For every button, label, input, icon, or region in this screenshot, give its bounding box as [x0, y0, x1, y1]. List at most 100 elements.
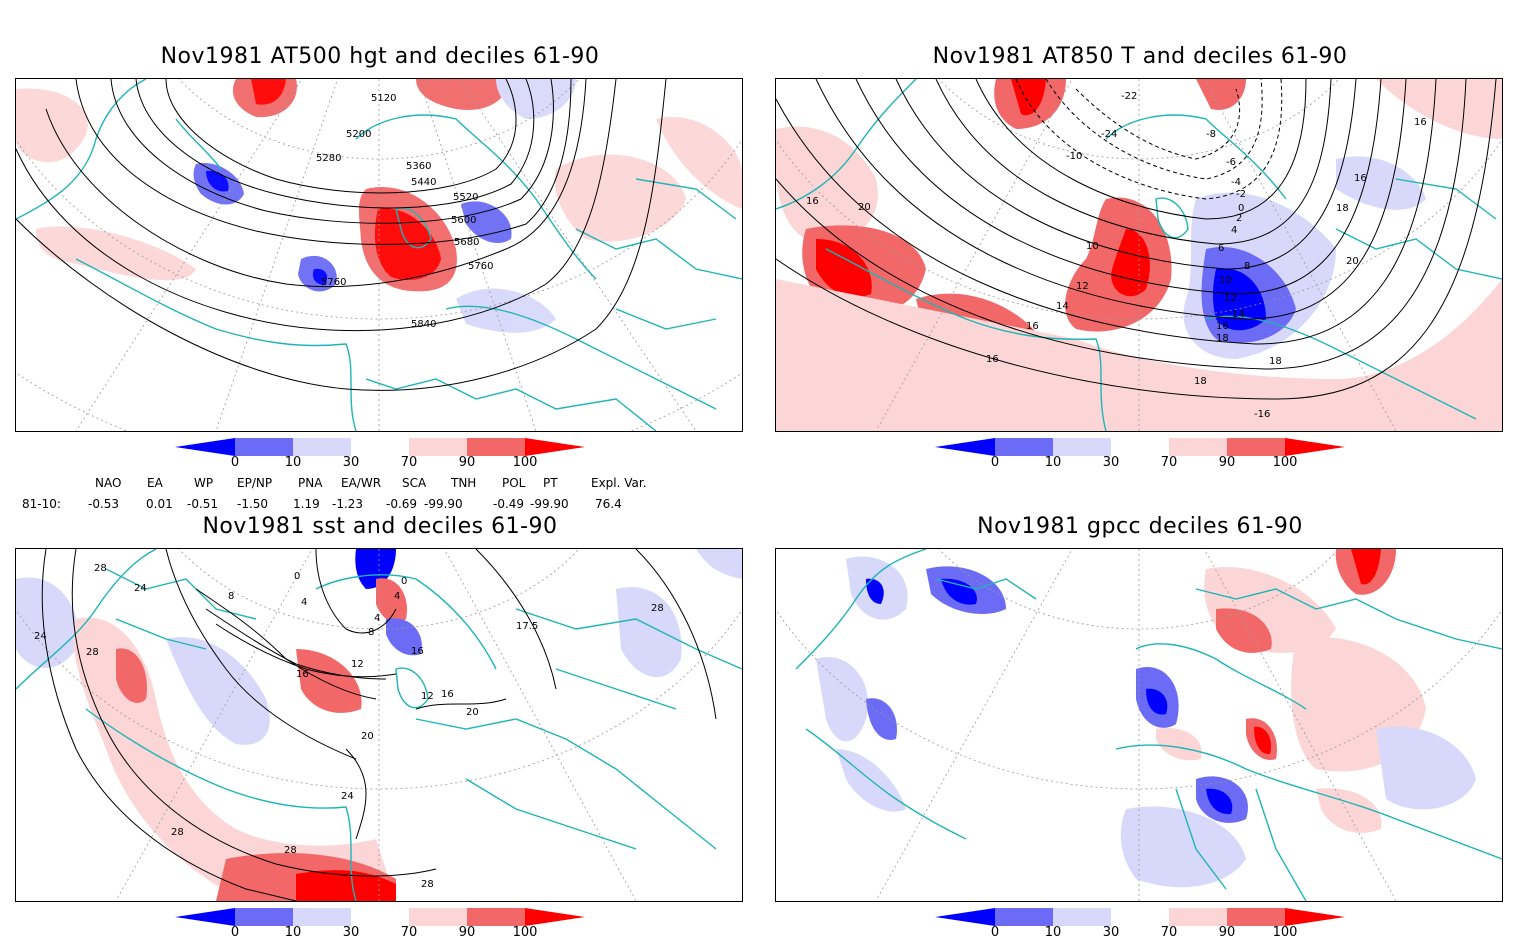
contour-label: 4 [301, 597, 307, 608]
coastlines [776, 79, 1502, 431]
colorbar-swatch [1227, 438, 1285, 456]
colorbar-label: 10 [284, 925, 302, 940]
contour-label: -16 [1254, 409, 1270, 420]
colorbar-swatches [175, 438, 585, 456]
contour-label: 12 [421, 691, 434, 702]
contour-label: 16 [1216, 321, 1229, 332]
contour-label: 12 [1076, 281, 1089, 292]
colorbar-label: 90 [458, 455, 476, 470]
colorbar-swatch [1169, 908, 1227, 926]
contour-label: 5760 [468, 261, 493, 272]
colorbar-label: 70 [1160, 455, 1178, 470]
contour-label: 5600 [451, 215, 476, 226]
colorbar-swatch [293, 438, 351, 456]
contour-label: 16 [1414, 117, 1427, 128]
colorbar-swatch [351, 908, 409, 926]
contour-label: -6 [1226, 157, 1236, 168]
contour-label: 0 [401, 576, 407, 587]
contour-label: -10 [1066, 151, 1082, 162]
contour-label: 5200 [346, 129, 371, 140]
contour-label: 28 [651, 603, 664, 614]
contour-label: -8 [1206, 129, 1216, 140]
decile-shading [16, 79, 742, 333]
contour-label: 24 [341, 791, 354, 802]
index-header: EA/WR [341, 476, 382, 490]
colorbar-bottom-right: 0 10 30 70 90 100 [935, 908, 1355, 942]
colorbar-swatch [467, 438, 525, 456]
colorbar-swatch [935, 438, 995, 456]
colorbar-swatch [1111, 908, 1169, 926]
colorbar-swatch [995, 438, 1053, 456]
decile-shading [16, 549, 742, 901]
contour-label: 14 [1232, 309, 1245, 320]
contour-label: 5760 [321, 277, 346, 288]
contour-label: 28 [171, 827, 184, 838]
colorbar-swatch [1227, 908, 1285, 926]
height-contours [16, 79, 667, 391]
index-header: SCA [402, 476, 427, 490]
index-header: EP/NP [237, 476, 273, 490]
colorbar-swatch [1169, 438, 1227, 456]
contour-label: 16 [1354, 173, 1367, 184]
contour-label: 5360 [406, 161, 431, 172]
colorbar-swatch [293, 908, 351, 926]
contour-label: 16 [806, 196, 819, 207]
contour-label: 10 [1219, 275, 1232, 286]
contour-label: 8 [1244, 261, 1250, 272]
contour-label: 28 [421, 879, 434, 890]
contour-label: 28 [284, 845, 297, 856]
index-value: -1.23 [332, 497, 364, 511]
colorbar-swatches [935, 438, 1345, 456]
contour-labels: -22 -24 -10 -8 -6 -4 -2 0 2 4 6 8 10 12 … [806, 91, 1427, 420]
colorbar-label: 90 [1218, 455, 1236, 470]
colorbar-label: 30 [342, 455, 360, 470]
index-value: -0.51 [187, 497, 219, 511]
colorbar-label: 10 [1044, 925, 1062, 940]
index-header: TNH [451, 476, 477, 490]
colorbar-label: 70 [400, 925, 418, 940]
contour-label: 2 [1236, 213, 1242, 224]
contour-label: -24 [1101, 129, 1117, 140]
contour-label: 16 [411, 646, 424, 657]
temperature-contours [776, 79, 1497, 400]
colorbar-swatch [525, 908, 585, 926]
map-panel-hgt: 5120 5200 5280 5360 5440 5520 5600 5680 … [15, 78, 743, 432]
contour-label: 20 [466, 707, 479, 718]
sst-contours [41, 549, 717, 901]
colorbar-label: 30 [1102, 925, 1120, 940]
contour-label: 12 [351, 659, 364, 670]
index-value: -0.49 [493, 497, 525, 511]
contour-label: 0 [294, 571, 300, 582]
index-header: POL [502, 476, 526, 490]
colorbar-label: 100 [1272, 455, 1298, 470]
index-header: PNA [298, 476, 323, 490]
map-panel-t850: -22 -24 -10 -8 -6 -4 -2 0 2 4 6 8 10 12 … [775, 78, 1503, 432]
index-header: WP [194, 476, 214, 490]
index-value: -99.90 [530, 497, 569, 511]
contour-label: 20 [1346, 256, 1359, 267]
contour-label: 10 [1086, 241, 1099, 252]
colorbar-swatch [1285, 438, 1345, 456]
coastlines [795, 549, 1502, 901]
panel-title-gpcc: Nov1981 gpcc deciles 61-90 [977, 514, 1303, 539]
contour-label: 24 [134, 583, 147, 594]
contour-label: 18 [1336, 203, 1349, 214]
contour-label: 5280 [316, 153, 341, 164]
contour-label: 16 [1026, 321, 1039, 332]
index-value: -99.90 [424, 497, 463, 511]
colorbar-swatch [935, 908, 995, 926]
index-row-label: 81-10: [22, 497, 61, 511]
contour-label: 4 [374, 613, 380, 624]
colorbar-label: 90 [458, 925, 476, 940]
colorbar-label: 30 [1102, 455, 1120, 470]
contour-labels: 5120 5200 5280 5360 5440 5520 5600 5680 … [316, 93, 493, 330]
colorbar-label: 100 [512, 455, 538, 470]
contour-label: -22 [1121, 91, 1137, 102]
contour-label: 8 [368, 627, 374, 638]
colorbar-label: 90 [1218, 925, 1236, 940]
panel-title-t850: Nov1981 AT850 T and deciles 61-90 [932, 44, 1348, 69]
contour-label: 16 [296, 669, 309, 680]
graticule [16, 549, 742, 901]
index-header: Expl. Var. [591, 476, 647, 490]
colorbar-swatch [525, 438, 585, 456]
